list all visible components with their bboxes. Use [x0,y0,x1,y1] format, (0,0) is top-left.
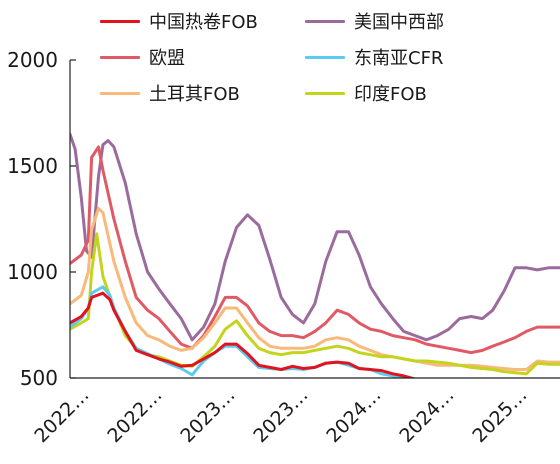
legend-swatch [305,19,345,23]
y-tick-label: 1500 [7,154,58,178]
y-axis-ticks: 500 1000 1500 2000 [7,48,76,390]
y-tick-label: 2000 [7,48,58,72]
x-axis-ticks: 2022… 2022… 2023… 2023… 2024… 2024… 2025… [30,384,531,447]
y-tick-label: 500 [20,366,58,390]
legend-item: 土耳其FOB [100,82,240,105]
y-tick-label: 1000 [7,260,58,284]
legend-item: 美国中西部 [305,10,444,33]
legend-label: 印度FOB [354,84,427,105]
legend-label: 欧盟 [149,48,185,69]
legend-swatch [305,91,345,95]
legend-item: 中国热卷FOB [100,10,258,33]
series-layer [70,132,560,378]
legend-swatch [100,55,140,59]
legend-item: 印度FOB [305,82,427,105]
series-line-4 [70,206,560,371]
x-tick-label: 2023… [249,384,312,447]
legend-label: 中国热卷FOB [149,12,258,33]
x-tick-label: 2022… [30,384,93,447]
legend-item: 欧盟 [100,46,185,69]
legend-swatch [100,91,140,95]
series-line-2 [70,145,560,355]
legend-swatch [100,19,140,23]
x-tick-label: 2025… [468,384,531,447]
series-line-1 [70,132,560,342]
legend-label: 东南亚CFR [354,48,444,69]
x-tick-label: 2024… [322,384,385,447]
legend-label: 美国中西部 [354,12,444,33]
x-tick-label: 2022… [103,384,166,447]
x-tick-label: 2023… [176,384,239,447]
legend-label: 土耳其FOB [149,84,240,105]
series-line-0 [70,291,417,378]
legend-item: 东南亚CFR [305,46,444,69]
x-tick-label: 2024… [395,384,458,447]
legend-swatch [305,55,345,59]
